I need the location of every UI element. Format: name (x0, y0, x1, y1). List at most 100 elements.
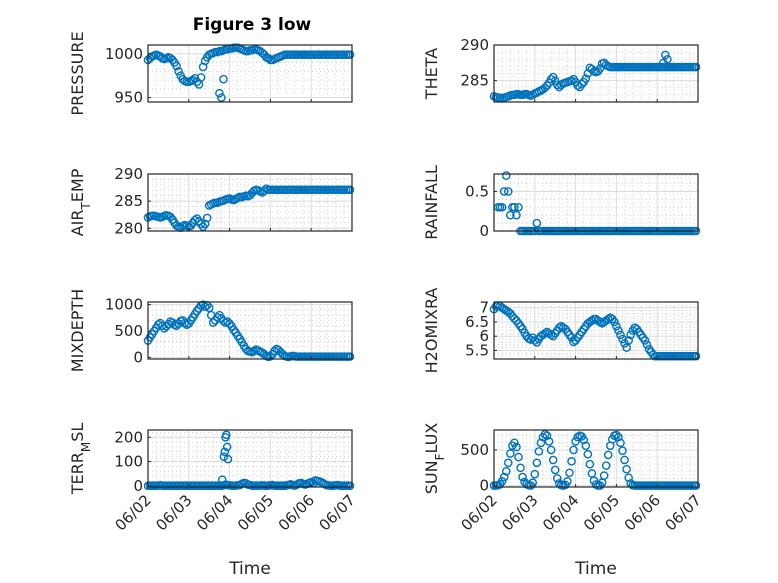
data-point (345, 50, 355, 59)
data-point (542, 431, 552, 441)
series-pressure (143, 43, 355, 102)
data-point (612, 430, 621, 440)
data-point (563, 476, 572, 486)
y-tick-label: 280 (114, 219, 143, 237)
data-point (618, 446, 627, 455)
subplot-terr-msl: 0 100 200 TERRMSL (68, 423, 355, 496)
data-point (188, 75, 198, 85)
series-theta (489, 50, 701, 103)
y-tick-label: 0 (479, 222, 489, 240)
x-tick-label: 06/02 (458, 491, 501, 534)
data-point (691, 62, 701, 72)
data-point (581, 441, 591, 450)
y-tick-label: 100 (114, 453, 143, 471)
y-tick-label: 285 (114, 192, 143, 210)
data-point (501, 171, 511, 180)
data-point (640, 336, 650, 345)
data-point (567, 457, 576, 466)
data-point (264, 53, 273, 63)
data-point (603, 450, 613, 460)
data-point (550, 76, 560, 85)
y-tick-label: 500 (460, 441, 489, 459)
y-tick-label: 7 (479, 299, 489, 317)
axes-frame (147, 44, 353, 103)
data-point (518, 472, 527, 482)
data-point (530, 336, 540, 345)
axes-frame (147, 429, 353, 488)
x-tick-label: 06/06 (621, 491, 664, 534)
data-point (220, 447, 230, 457)
data-point (506, 210, 515, 220)
data-point (172, 61, 181, 71)
data-point (499, 187, 509, 196)
data-point (614, 432, 623, 442)
data-point (345, 481, 355, 491)
data-point (548, 455, 558, 465)
subplot-sun-flux: 0 500 SUNFLUX (422, 423, 701, 495)
data-point (540, 83, 550, 93)
x-tick-label: 06/02 (112, 491, 155, 534)
x-tick-label: 06/05 (580, 491, 623, 534)
subplot-theta: 285 290 THETA (422, 36, 701, 103)
figure-title: Figure 3 low (193, 15, 312, 35)
data-point (569, 445, 578, 455)
y-tick-label: 1000 (105, 45, 143, 63)
y-tick-label: 6 (479, 327, 489, 345)
y-tick-label: 500 (114, 322, 143, 340)
data-point (648, 350, 658, 360)
data-point (554, 323, 564, 332)
data-point (614, 326, 623, 335)
series-h2omixra (489, 301, 701, 361)
y-tick-label: 290 (460, 36, 489, 54)
data-point (499, 472, 509, 482)
data-point (345, 185, 355, 195)
data-point (585, 459, 595, 469)
data-point (567, 76, 576, 85)
data-point (190, 215, 200, 225)
y-tick-label: 290 (114, 165, 143, 183)
data-point (174, 67, 183, 76)
subplot-pressure: 950 1000 PRESSURE (68, 31, 355, 116)
series-mixdepth (143, 300, 355, 362)
x-tick-label: 06/04 (539, 491, 582, 534)
data-point (528, 90, 538, 100)
y-axis-label-mixdepth: MIXDEPTH (68, 289, 87, 372)
y-tick-label: 950 (114, 89, 143, 107)
data-point (573, 81, 582, 90)
y-axis-label-terr-msl: TERRMSL (68, 423, 93, 496)
y-tick-label: 0 (133, 348, 143, 366)
data-point (497, 476, 507, 486)
data-point (595, 64, 605, 73)
data-point (601, 461, 611, 470)
data-point (223, 454, 233, 464)
data-point (552, 474, 562, 483)
data-point (528, 478, 538, 488)
data-point (270, 346, 279, 356)
y-tick-label: 200 (114, 428, 143, 446)
data-point (510, 438, 519, 448)
data-point (579, 435, 589, 445)
subplot-air-temp: 280 285 290 AIRTEMP (68, 165, 355, 237)
data-point (540, 329, 550, 338)
x-tick-label: 06/05 (234, 491, 277, 534)
data-point (577, 79, 587, 89)
data-point (215, 88, 224, 98)
axes-frame (493, 429, 699, 488)
data-point (626, 330, 635, 340)
data-point (213, 313, 222, 322)
data-point (204, 303, 214, 313)
data-point (691, 481, 701, 490)
data-point (219, 74, 228, 84)
data-point (217, 93, 226, 102)
data-point (616, 438, 625, 448)
x-tick-label: 06/04 (193, 491, 236, 534)
data-point (624, 336, 633, 345)
data-point (266, 352, 275, 361)
data-point (510, 202, 519, 212)
data-point (208, 318, 218, 327)
data-point (544, 437, 554, 446)
axes-frame (493, 173, 699, 232)
data-point (546, 74, 556, 84)
